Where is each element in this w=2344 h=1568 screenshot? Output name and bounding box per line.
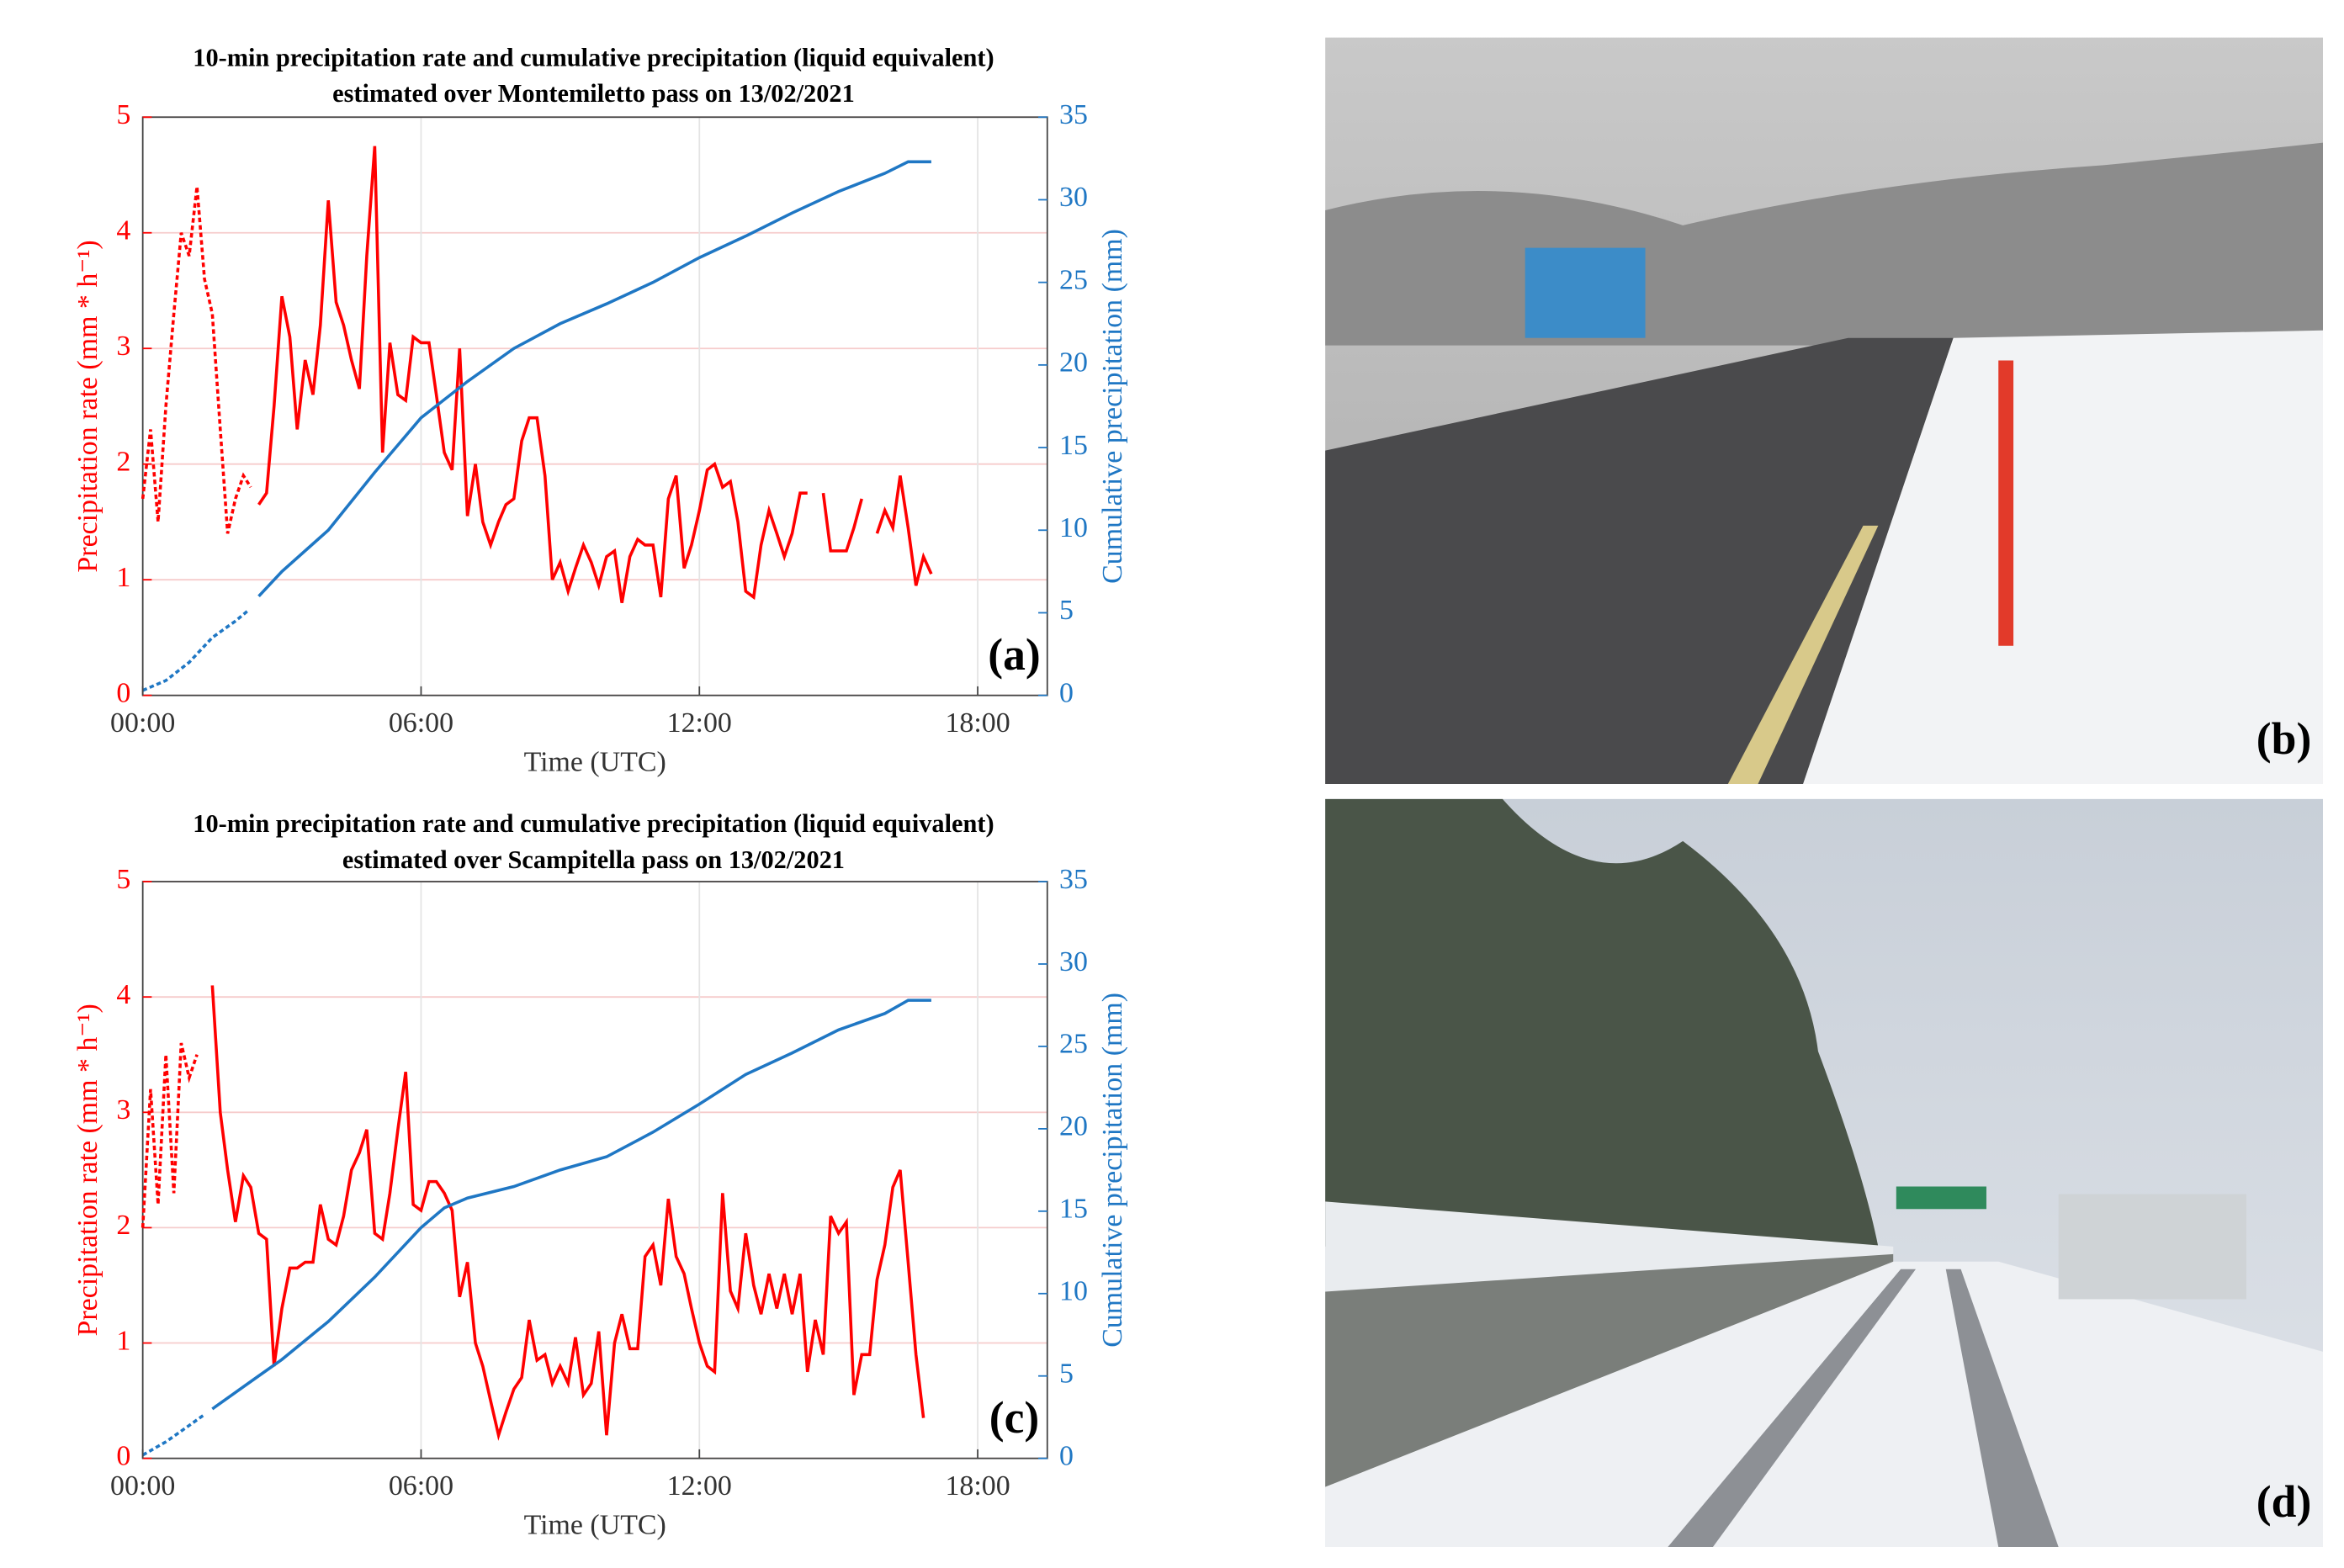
x-tick-label: 18:00 [945,1470,1010,1502]
y2-tick-label: 15 [1059,430,1088,461]
x-tick-label: 00:00 [110,707,175,739]
y2-tick-label: 25 [1059,264,1088,295]
photo-b: (b) [1325,37,2323,785]
y2-axis-label: Cumulative precipitation (mm) [1097,993,1128,1348]
chart-subtitle: estimated over Montemiletto pass on 13/0… [332,79,855,108]
chart-subtitle: estimated over Scampitella pass on 13/02… [342,845,845,874]
y2-tick-label: 5 [1059,595,1074,626]
y2-tick-label: 10 [1059,512,1088,543]
y2-tick-label: 20 [1059,1111,1088,1142]
y-tick-label: 3 [116,331,130,362]
photo-label: (d) [2256,1476,2311,1527]
chart-title: 10-min precipitation rate and cumulative… [193,809,994,838]
y-tick-label: 4 [116,215,130,246]
chart-title: 10-min precipitation rate and cumulative… [193,43,994,72]
y2-tick-label: 30 [1059,182,1088,213]
y2-tick-label: 20 [1059,347,1088,379]
y2-tick-label: 30 [1059,946,1088,977]
y2-tick-label: 35 [1059,99,1088,130]
photo-d: (d) [1325,798,2323,1548]
plot-frame [141,116,1048,697]
y2-axis-label: Cumulative precipitation (mm) [1097,229,1128,584]
y2-tick-label: 35 [1059,864,1088,895]
series-line [141,1042,199,1228]
y-tick-label: 0 [116,1440,130,1471]
x-tick-label: 12:00 [667,707,732,739]
x-tick-label: 06:00 [389,707,453,739]
y-axis-label: Precipitation rate (mm * h⁻¹) [72,1004,103,1336]
x-axis-label: Time (UTC) [524,747,666,778]
y-tick-label: 1 [116,1325,130,1356]
series-line [141,608,251,692]
y-tick-label: 1 [116,562,130,593]
y-tick-label: 4 [116,979,130,1010]
y-tick-label: 2 [116,446,130,477]
series-line [141,186,252,534]
y-tick-label: 5 [116,864,130,895]
y2-tick-label: 10 [1059,1276,1088,1307]
y-tick-label: 0 [116,677,130,708]
y-axis-label: Precipitation rate (mm * h⁻¹) [72,240,103,572]
series-line [141,1414,204,1457]
y-tick-label: 3 [116,1094,130,1126]
x-tick-label: 00:00 [110,1470,175,1502]
x-tick-label: 12:00 [667,1470,732,1502]
panel-label: (a) [988,629,1040,680]
y2-tick-label: 0 [1059,677,1074,708]
series-line [257,146,933,603]
x-tick-label: 18:00 [945,707,1010,739]
plot-frame [141,881,1048,1459]
y2-tick-label: 5 [1059,1359,1074,1390]
panel-label: (c) [989,1392,1039,1443]
y-tick-label: 2 [116,1210,130,1241]
x-tick-label: 06:00 [389,1470,453,1502]
y2-tick-label: 0 [1059,1440,1074,1471]
y-tick-label: 5 [116,99,130,130]
x-axis-label: Time (UTC) [524,1510,666,1541]
series-line [211,999,931,1411]
y2-tick-label: 15 [1059,1194,1088,1225]
y2-tick-label: 25 [1059,1029,1088,1060]
photo-label: (b) [2256,713,2311,764]
series-line [257,160,931,598]
series-line [210,985,925,1441]
